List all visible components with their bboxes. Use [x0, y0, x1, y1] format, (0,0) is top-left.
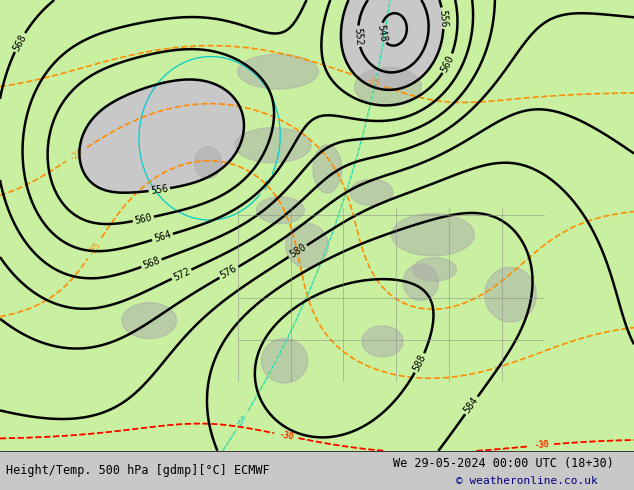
Text: 588: 588 — [411, 353, 428, 373]
Text: 556: 556 — [437, 9, 449, 27]
Polygon shape — [195, 147, 221, 178]
Polygon shape — [413, 258, 456, 281]
Text: -25: -25 — [87, 239, 103, 257]
Polygon shape — [354, 67, 422, 106]
Polygon shape — [122, 303, 177, 339]
Text: 564: 564 — [153, 230, 172, 245]
Polygon shape — [485, 267, 536, 322]
Polygon shape — [285, 223, 328, 268]
Text: -30: -30 — [278, 430, 295, 441]
Text: 584: 584 — [462, 395, 481, 416]
Text: We 29-05-2024 00:00 UTC (18+30): We 29-05-2024 00:00 UTC (18+30) — [393, 457, 614, 469]
Polygon shape — [313, 145, 342, 193]
Text: -30: -30 — [534, 440, 550, 450]
Text: Height/Temp. 500 hPa [gdmp][°C] ECMWF: Height/Temp. 500 hPa [gdmp][°C] ECMWF — [6, 464, 270, 477]
Polygon shape — [392, 214, 475, 256]
Text: -30: -30 — [278, 430, 295, 441]
Polygon shape — [350, 179, 393, 206]
Text: 556: 556 — [150, 184, 169, 196]
Text: 572: 572 — [171, 266, 191, 282]
Text: 150: 150 — [236, 414, 248, 428]
Polygon shape — [403, 264, 439, 300]
Polygon shape — [362, 326, 403, 357]
Polygon shape — [238, 54, 319, 89]
Text: 552: 552 — [353, 27, 364, 46]
Text: 560: 560 — [134, 212, 153, 226]
Text: 568: 568 — [11, 32, 29, 52]
Text: -15: -15 — [364, 75, 381, 89]
Polygon shape — [235, 128, 311, 163]
Text: 580: 580 — [288, 242, 308, 260]
Polygon shape — [261, 339, 307, 383]
Text: 576: 576 — [219, 264, 239, 281]
Text: 145: 145 — [261, 177, 273, 192]
Text: -30: -30 — [534, 440, 550, 450]
Text: © weatheronline.co.uk: © weatheronline.co.uk — [456, 476, 598, 486]
Text: -20: -20 — [68, 147, 85, 162]
Text: 568: 568 — [141, 255, 162, 271]
Text: 548: 548 — [375, 24, 388, 43]
Text: 560: 560 — [439, 53, 456, 74]
Polygon shape — [257, 197, 304, 223]
